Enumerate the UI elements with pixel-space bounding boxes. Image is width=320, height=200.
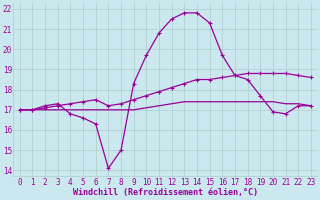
- X-axis label: Windchill (Refroidissement éolien,°C): Windchill (Refroidissement éolien,°C): [73, 188, 258, 197]
